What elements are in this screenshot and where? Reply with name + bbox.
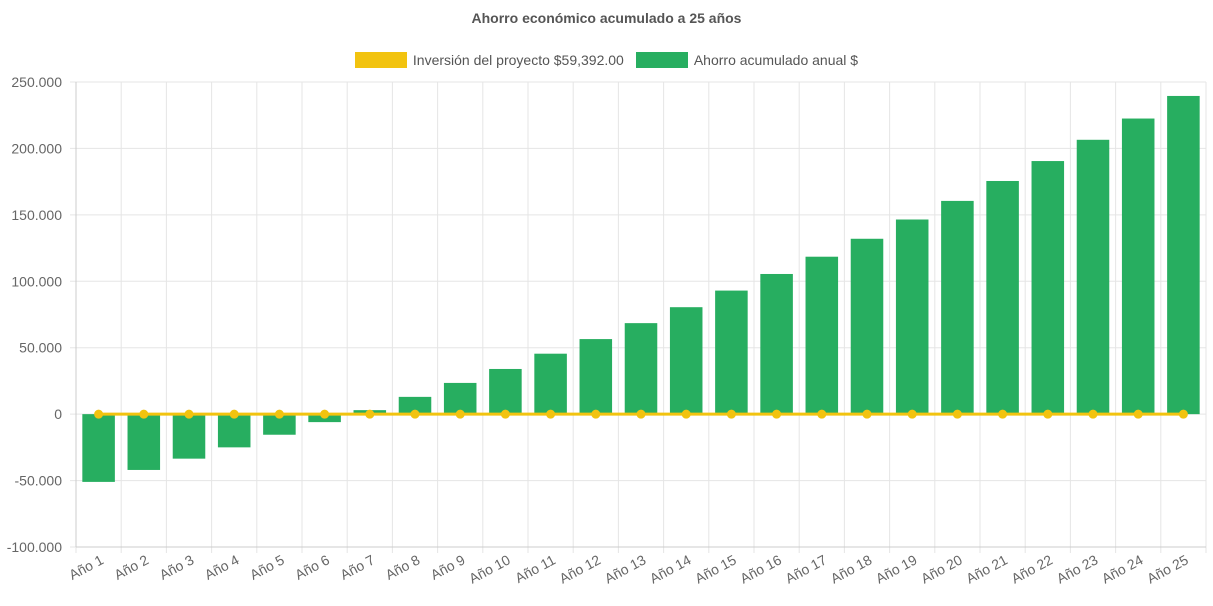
bar-ahorro-8 bbox=[398, 396, 432, 415]
point-inversion-20 bbox=[952, 409, 962, 419]
x-tick-label: Año 24 bbox=[1099, 551, 1146, 586]
point-inversion-6 bbox=[320, 409, 330, 419]
x-tick-label: Año 22 bbox=[1009, 551, 1056, 586]
bar-ahorro-15 bbox=[715, 290, 748, 415]
x-tick-label: Año 12 bbox=[557, 551, 604, 586]
bar-ahorro-5 bbox=[263, 414, 296, 435]
x-tick-label: Año 16 bbox=[737, 551, 784, 586]
point-inversion-17 bbox=[817, 409, 827, 419]
bar-ahorro-2 bbox=[127, 414, 161, 470]
bar-ahorro-16 bbox=[760, 273, 793, 415]
point-inversion-4 bbox=[229, 409, 239, 419]
legend: Inversión del proyecto $59,392.00 Ahorro… bbox=[0, 52, 1213, 68]
y-tick-label: 100.000 bbox=[11, 273, 62, 289]
x-tick-label: Año 13 bbox=[602, 551, 649, 586]
bar-ahorro-17 bbox=[805, 256, 839, 415]
x-tick-label: Año 3 bbox=[157, 551, 197, 582]
x-tick-label: Año 18 bbox=[828, 551, 875, 586]
y-tick-label: 200.000 bbox=[11, 140, 62, 156]
bar-ahorro-23 bbox=[1076, 139, 1110, 415]
y-tick-label: 0 bbox=[54, 406, 62, 422]
x-tick-label: Año 19 bbox=[873, 551, 920, 586]
bar-ahorro-4 bbox=[217, 414, 251, 448]
point-inversion-10 bbox=[500, 409, 510, 419]
bar-ahorro-13 bbox=[624, 323, 658, 415]
x-tick-label: Año 25 bbox=[1144, 551, 1191, 586]
x-tick-label: Año 7 bbox=[337, 551, 377, 582]
legend-item-savings[interactable]: Ahorro acumulado anual $ bbox=[635, 52, 859, 68]
x-tick-label: Año 4 bbox=[202, 551, 242, 582]
x-tick-label: Año 17 bbox=[783, 551, 830, 586]
bar-ahorro-11 bbox=[534, 353, 567, 415]
point-inversion-1 bbox=[94, 409, 104, 419]
x-tick-label: Año 10 bbox=[466, 551, 513, 586]
bar-ahorro-19 bbox=[895, 219, 929, 415]
y-tick-label: -50.000 bbox=[15, 473, 63, 489]
x-tick-label: Año 14 bbox=[647, 551, 694, 586]
bar-ahorro-22 bbox=[1031, 161, 1065, 415]
bar-ahorro-25 bbox=[1167, 95, 1200, 415]
point-inversion-12 bbox=[591, 409, 601, 419]
x-tick-label: Año 2 bbox=[111, 551, 151, 582]
point-inversion-22 bbox=[1043, 409, 1053, 419]
legend-swatch-investment bbox=[354, 52, 407, 68]
bar-ahorro-14 bbox=[669, 307, 703, 415]
point-inversion-16 bbox=[772, 409, 782, 419]
x-tick-label: Año 9 bbox=[428, 551, 468, 582]
chart-title: Ahorro económico acumulado a 25 años bbox=[471, 10, 742, 26]
x-tick-label: Año 6 bbox=[292, 551, 332, 582]
x-tick-label: Año 8 bbox=[383, 551, 423, 582]
point-inversion-24 bbox=[1133, 409, 1143, 419]
point-inversion-3 bbox=[184, 409, 194, 419]
point-inversion-15 bbox=[726, 409, 736, 419]
point-inversion-11 bbox=[546, 409, 556, 419]
x-tick-label: Año 5 bbox=[247, 551, 287, 582]
x-tick-label: Año 23 bbox=[1054, 551, 1101, 586]
legend-item-investment[interactable]: Inversión del proyecto $59,392.00 bbox=[354, 52, 624, 68]
point-inversion-25 bbox=[1178, 409, 1188, 419]
bar-ahorro-21 bbox=[986, 180, 1019, 415]
bar-ahorro-9 bbox=[443, 382, 477, 415]
y-tick-label: -100.000 bbox=[7, 539, 62, 555]
x-tick-label: Año 1 bbox=[66, 551, 106, 582]
point-inversion-23 bbox=[1088, 409, 1098, 419]
point-inversion-19 bbox=[907, 409, 917, 419]
x-tick-label: Año 11 bbox=[512, 551, 558, 586]
point-inversion-18 bbox=[862, 409, 872, 419]
bar-ahorro-10 bbox=[489, 368, 522, 415]
x-tick-label: Año 15 bbox=[692, 551, 739, 586]
legend-label-savings: Ahorro acumulado anual $ bbox=[693, 52, 859, 68]
bar-ahorro-12 bbox=[579, 339, 613, 415]
bar-ahorro-24 bbox=[1121, 118, 1155, 415]
bar-ahorro-18 bbox=[850, 238, 884, 415]
point-inversion-7 bbox=[365, 409, 375, 419]
x-tick-label: Año 20 bbox=[918, 551, 965, 586]
point-inversion-8 bbox=[410, 409, 420, 419]
legend-label-investment: Inversión del proyecto $59,392.00 bbox=[412, 52, 624, 68]
point-inversion-13 bbox=[636, 409, 646, 419]
y-tick-label: 150.000 bbox=[11, 207, 62, 223]
y-tick-label: 50.000 bbox=[19, 340, 62, 356]
point-inversion-5 bbox=[274, 409, 284, 419]
bar-ahorro-3 bbox=[172, 414, 206, 459]
legend-swatch-savings bbox=[635, 52, 688, 68]
point-inversion-9 bbox=[455, 409, 465, 419]
point-inversion-14 bbox=[681, 409, 691, 419]
point-inversion-21 bbox=[998, 409, 1008, 419]
x-tick-label: Año 21 bbox=[963, 551, 1010, 586]
point-inversion-2 bbox=[139, 409, 149, 419]
bar-ahorro-1 bbox=[82, 414, 115, 482]
bar-ahorro-20 bbox=[941, 200, 974, 415]
y-tick-label: 250.000 bbox=[11, 74, 62, 90]
